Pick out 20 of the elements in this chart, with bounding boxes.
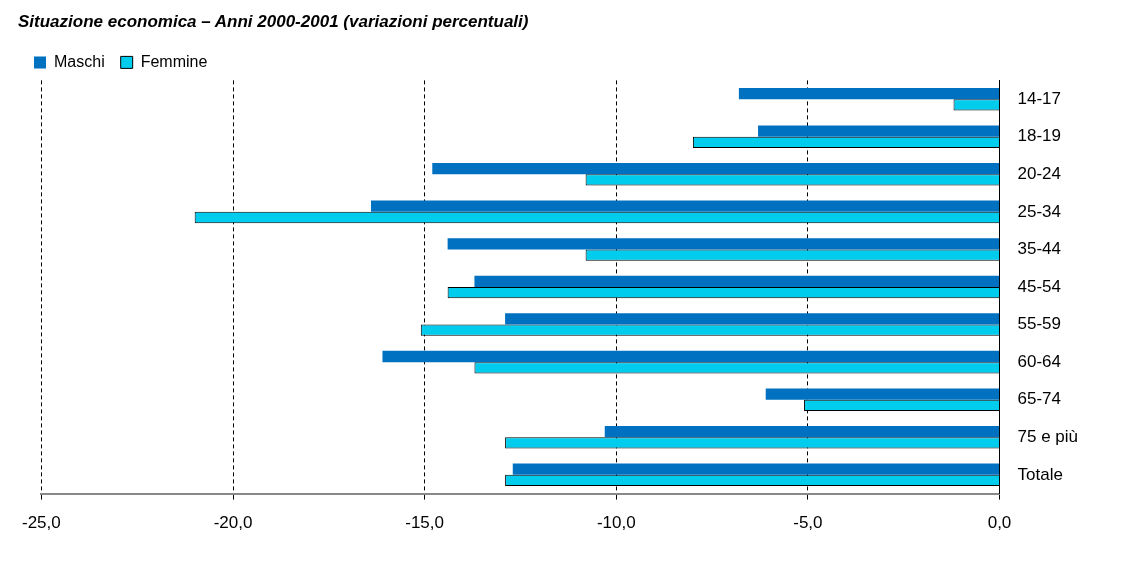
y-tick-label: 55-59 [1017,314,1061,334]
x-tick-label: -5,0 [793,513,823,533]
y-tick-label: 65-74 [1017,389,1061,409]
legend-label: Femmine [140,52,208,70]
y-tick-label: 60-64 [1017,351,1061,371]
y-tick-label: 20-24 [1017,164,1061,183]
legend-label: Maschi [54,52,105,70]
y-tick-label: 25-34 [1017,201,1061,221]
y-tick-label: 75 e più [1017,426,1078,446]
x-tick-label: -10,0 [596,513,636,533]
x-tick-label: 0,0 [987,513,1012,533]
y-tick-label: 18-19 [1017,126,1061,146]
y-tick-label: 35-44 [1017,239,1061,259]
x-tick-label: -25,0 [22,513,61,533]
x-tick-label: -20,0 [213,513,253,533]
y-tick-label: Totale [1017,464,1063,484]
x-tick-label: -15,0 [405,513,444,533]
chart-title: Situazione economica – Anni 2000-2001 (variazioni percentuali) [18,11,529,31]
y-tick-label: 45-54 [1017,276,1061,296]
y-tick-label: 14-17 [1017,88,1061,108]
